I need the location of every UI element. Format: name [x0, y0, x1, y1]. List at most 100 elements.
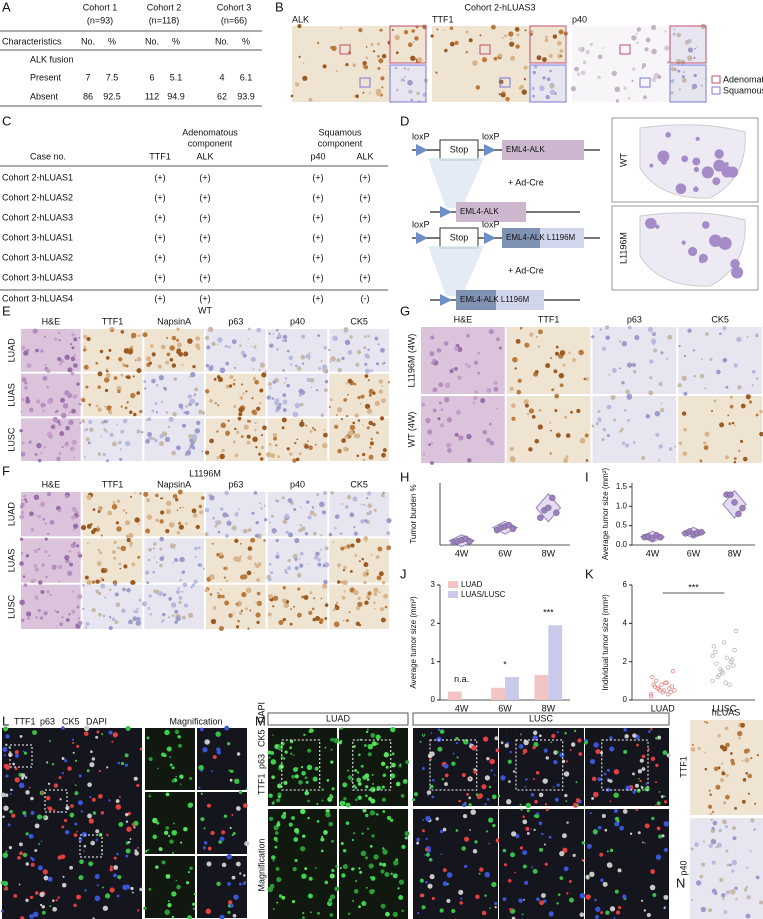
texture: [382, 448, 387, 453]
texture: [320, 534, 323, 537]
texture: [46, 491, 52, 497]
channel-label: TTF1: [256, 774, 266, 796]
texture: [70, 542, 76, 548]
texture: [589, 42, 594, 47]
texture: [339, 532, 343, 535]
texture: [592, 791, 599, 798]
texture: [152, 547, 155, 550]
texture: [191, 583, 196, 587]
texture: [179, 506, 182, 509]
texture: [105, 356, 110, 360]
texture: [262, 425, 267, 431]
texture: [367, 491, 372, 496]
texture: [329, 360, 332, 363]
texture: [602, 881, 608, 887]
texture: [336, 407, 343, 413]
texture: [565, 892, 569, 895]
texture: [129, 541, 134, 546]
texture: [323, 432, 328, 438]
image-tile: [690, 720, 763, 815]
texture: [550, 741, 552, 744]
texture: [543, 843, 546, 846]
texture: [530, 828, 532, 830]
texture: [249, 609, 252, 612]
texture: [622, 894, 627, 899]
texture: [175, 498, 179, 502]
texture: [110, 329, 114, 332]
texture: [755, 377, 759, 380]
texture: [281, 496, 285, 500]
y-tick-label: 0: [431, 695, 436, 704]
texture: [276, 552, 279, 555]
texture: [233, 366, 237, 370]
texture: [431, 896, 435, 901]
texture: [589, 758, 596, 765]
texture: [349, 512, 355, 518]
texture: [20, 916, 25, 919]
texture: [578, 47, 583, 52]
texture: [95, 361, 99, 365]
texture: [316, 493, 320, 497]
texture: [742, 778, 747, 782]
texture: [506, 799, 512, 805]
texture: [307, 799, 310, 803]
texture: [331, 839, 334, 843]
texture: [363, 536, 369, 541]
texture: [7, 823, 11, 827]
texture: [117, 761, 121, 765]
texture: [202, 846, 206, 850]
texture: [486, 388, 492, 393]
texture: [306, 377, 311, 383]
texture: [578, 349, 584, 356]
texture: [490, 24, 496, 30]
texture: [282, 519, 288, 525]
texture: [378, 58, 384, 64]
texture: [368, 863, 374, 869]
texture: [176, 327, 180, 331]
texture: [49, 593, 52, 597]
texture: [277, 783, 282, 789]
texture: [136, 617, 141, 621]
texture: [485, 830, 489, 833]
texture: [233, 556, 239, 562]
texture: [230, 769, 234, 773]
texture: [514, 27, 520, 32]
texture: [563, 415, 568, 419]
table-cell: (+): [199, 212, 210, 222]
texture: [524, 342, 530, 348]
texture: [19, 599, 25, 606]
texture: [58, 509, 62, 513]
texture: [276, 822, 281, 827]
texture: [270, 453, 276, 459]
texture: [167, 616, 171, 619]
texture: [254, 565, 257, 567]
texture: [124, 406, 128, 410]
texture: [118, 562, 122, 566]
texture: [488, 785, 492, 789]
texture: [563, 866, 569, 872]
texture: [300, 808, 306, 815]
texture: [36, 814, 43, 820]
texture: [20, 451, 26, 457]
texture: [131, 562, 136, 567]
texture: [550, 357, 552, 360]
texture: [71, 439, 77, 445]
tumor-nodule: [730, 258, 740, 269]
texture: [401, 909, 404, 913]
texture: [164, 909, 170, 915]
texture: [67, 367, 73, 373]
texture: [412, 798, 416, 802]
texture: [36, 399, 41, 404]
texture: [356, 771, 360, 774]
texture: [136, 356, 142, 362]
texture: [704, 431, 710, 437]
image-label: WT: [618, 153, 628, 167]
texture: [404, 836, 408, 840]
texture: [365, 785, 369, 789]
texture: [246, 434, 251, 439]
texture: [370, 553, 373, 556]
texture: [125, 854, 129, 858]
texture: [677, 69, 681, 73]
texture: [740, 403, 746, 409]
image-tile: [329, 418, 389, 461]
